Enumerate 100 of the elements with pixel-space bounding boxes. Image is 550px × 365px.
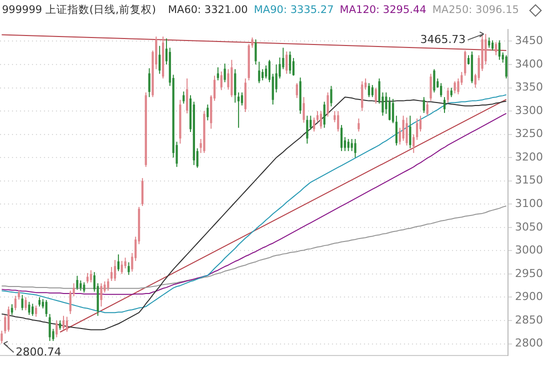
candlestick bbox=[254, 38, 257, 66]
candlestick bbox=[107, 278, 110, 292]
candlestick bbox=[56, 320, 58, 338]
candlestick bbox=[422, 96, 425, 114]
candlestick bbox=[48, 313, 51, 342]
candlestick bbox=[374, 87, 377, 104]
candlestick bbox=[0, 330, 3, 344]
candlestick bbox=[302, 96, 305, 124]
candlestick bbox=[86, 272, 89, 284]
candlestick bbox=[66, 316, 68, 332]
candlestick bbox=[450, 87, 452, 98]
candlestick bbox=[395, 115, 398, 146]
candlestick bbox=[430, 73, 432, 102]
candlestick bbox=[446, 87, 449, 104]
candlestick bbox=[296, 82, 298, 99]
candlestick bbox=[392, 98, 394, 124]
annotation: 2800.74 bbox=[16, 345, 62, 358]
y-tick-label: 2950 bbox=[515, 266, 544, 280]
candlestick bbox=[206, 104, 209, 121]
y-tick-label: 2900 bbox=[515, 290, 544, 304]
candlestick bbox=[358, 118, 360, 132]
candlestick bbox=[240, 92, 244, 106]
candlestick bbox=[216, 66, 220, 81]
candlestick bbox=[491, 40, 494, 52]
candlestick bbox=[76, 275, 78, 290]
candlestick bbox=[120, 260, 123, 274]
candlestick bbox=[433, 68, 436, 93]
candlestick bbox=[264, 64, 268, 79]
candlestick bbox=[45, 300, 48, 318]
candlestick bbox=[409, 115, 412, 149]
y-tick-label: 3000 bbox=[515, 244, 544, 257]
candlestick bbox=[361, 80, 364, 112]
candlestick bbox=[182, 91, 185, 104]
candlestick bbox=[416, 118, 418, 140]
candlestick bbox=[258, 61, 260, 84]
candlestick bbox=[24, 296, 27, 311]
candlestick bbox=[340, 124, 343, 152]
candlestick bbox=[412, 134, 415, 154]
candlestick bbox=[262, 68, 264, 81]
candlestick bbox=[62, 315, 65, 330]
candlestick bbox=[350, 138, 353, 152]
text: MA60: 3321.00 bbox=[168, 4, 248, 16]
text: MA120: 3295.44 bbox=[340, 4, 426, 16]
text: MA90: 3335.27 bbox=[254, 4, 334, 16]
candlestick bbox=[28, 301, 30, 316]
candlestick bbox=[224, 63, 226, 83]
candlestick bbox=[347, 138, 350, 152]
candlestick bbox=[286, 50, 288, 74]
text: MA250: 3096.15 bbox=[432, 4, 519, 16]
candlestick bbox=[320, 110, 322, 130]
candlestick bbox=[330, 85, 332, 107]
y-tick-label: 2800 bbox=[515, 336, 544, 350]
candlestick bbox=[21, 294, 24, 311]
candlestick bbox=[90, 270, 92, 283]
candlestick bbox=[292, 57, 295, 76]
candlestick bbox=[426, 101, 428, 116]
candlestick bbox=[498, 40, 500, 60]
candlestick bbox=[388, 96, 391, 121]
candlestick bbox=[368, 82, 370, 98]
chart-title: 999999 上证指数(日线,前复权) bbox=[2, 3, 156, 17]
y-tick-label: 3350 bbox=[515, 80, 544, 94]
candlestick bbox=[148, 68, 150, 98]
y-tick-label: 3300 bbox=[515, 104, 544, 117]
y-tick-label: 3450 bbox=[515, 34, 544, 48]
candlestick bbox=[8, 306, 10, 332]
candlestick bbox=[306, 115, 308, 144]
y-tick-label: 3150 bbox=[515, 174, 544, 187]
candlestick bbox=[83, 282, 86, 294]
candlestick bbox=[464, 50, 466, 76]
candlestick bbox=[288, 50, 292, 74]
candlestick bbox=[402, 115, 404, 142]
candlestick bbox=[34, 305, 38, 318]
candlestick bbox=[440, 82, 442, 98]
candlestick bbox=[32, 303, 34, 316]
candlestick bbox=[326, 92, 329, 118]
candlestick bbox=[158, 45, 161, 74]
y-tick-label: 3200 bbox=[515, 150, 544, 164]
y-tick-label: 3250 bbox=[515, 127, 544, 140]
candlestick bbox=[505, 54, 508, 79]
candlestick bbox=[443, 96, 446, 114]
candlestick bbox=[406, 117, 408, 146]
y-tick-label: 3050 bbox=[515, 220, 544, 234]
candlestick bbox=[117, 254, 120, 272]
candlestick bbox=[10, 304, 14, 316]
candlestick bbox=[237, 92, 240, 128]
candlestick bbox=[100, 282, 102, 308]
candlestick bbox=[69, 290, 72, 314]
candlestick bbox=[18, 290, 20, 300]
candlestick bbox=[234, 68, 236, 104]
candlestick bbox=[313, 117, 316, 132]
candlestick bbox=[141, 178, 144, 206]
y-tick-label: 3100 bbox=[515, 196, 544, 210]
candlestick bbox=[354, 138, 356, 158]
candlestick bbox=[59, 320, 62, 330]
candlestick bbox=[316, 110, 319, 123]
candlestick bbox=[38, 296, 41, 308]
y-tick-label: 3400 bbox=[515, 57, 544, 70]
candlestick bbox=[14, 295, 17, 311]
candlestick bbox=[220, 70, 222, 91]
candlestick bbox=[323, 101, 326, 128]
